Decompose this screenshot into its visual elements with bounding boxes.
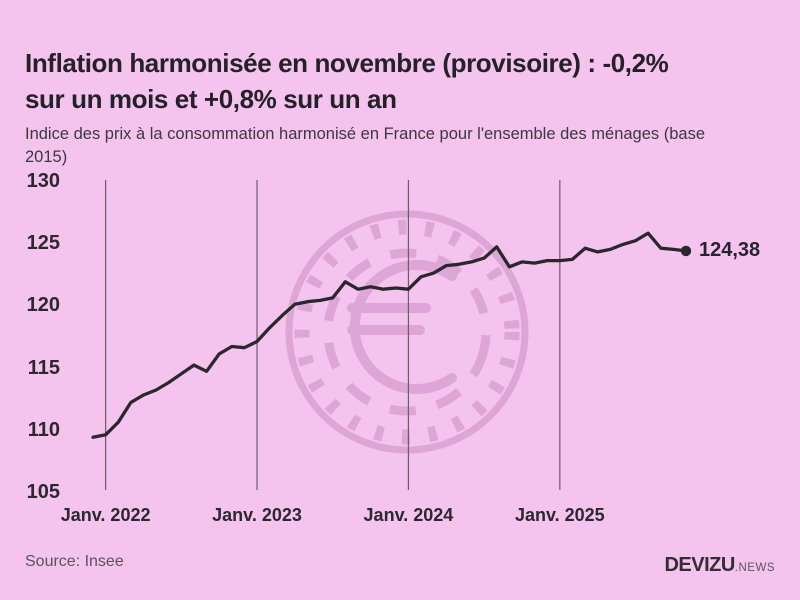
chart-title: Inflation harmonisée en novembre (provis… <box>25 45 785 117</box>
y-tick-label: 125 <box>26 232 60 255</box>
chart-subtitle-line2: 2015) <box>25 147 68 166</box>
latest-value-label: 124,38 <box>698 238 761 261</box>
y-tick-label: 105 <box>26 481 60 503</box>
y-tick-label: 130 <box>26 170 60 192</box>
brand-name: DEVIZU <box>664 554 735 576</box>
latest-point-marker <box>680 245 692 257</box>
source-credit: Source: Insee <box>25 553 124 570</box>
chart-subtitle-line1: Indice des prix à la consommation harmon… <box>25 124 706 143</box>
x-tick-label: Janv. 2022 <box>60 505 151 525</box>
brand-suffix: .NEWS <box>734 562 775 574</box>
year-gridlines <box>105 180 561 490</box>
y-tick-label: 120 <box>26 294 60 317</box>
brand-logo: DEVIZU .NEWS <box>664 554 775 577</box>
chart-title-line2: sur un mois et +0,8% sur un an <box>25 84 397 115</box>
euro-coin-watermark <box>285 210 529 454</box>
line-series <box>91 231 688 439</box>
y-tick-label: 110 <box>27 418 60 441</box>
hicp-series-line <box>91 231 692 439</box>
x-tick-label: Janv. 2024 <box>363 505 454 525</box>
y-tick-label: 115 <box>27 356 60 379</box>
chart-subtitle: Indice des prix à la consommation harmon… <box>25 123 775 169</box>
x-tick-label: Janv. 2025 <box>514 505 605 525</box>
x-tick-label: Janv. 2023 <box>212 505 302 525</box>
chart-title-line1: Inflation harmonisée en novembre (provis… <box>25 48 669 79</box>
